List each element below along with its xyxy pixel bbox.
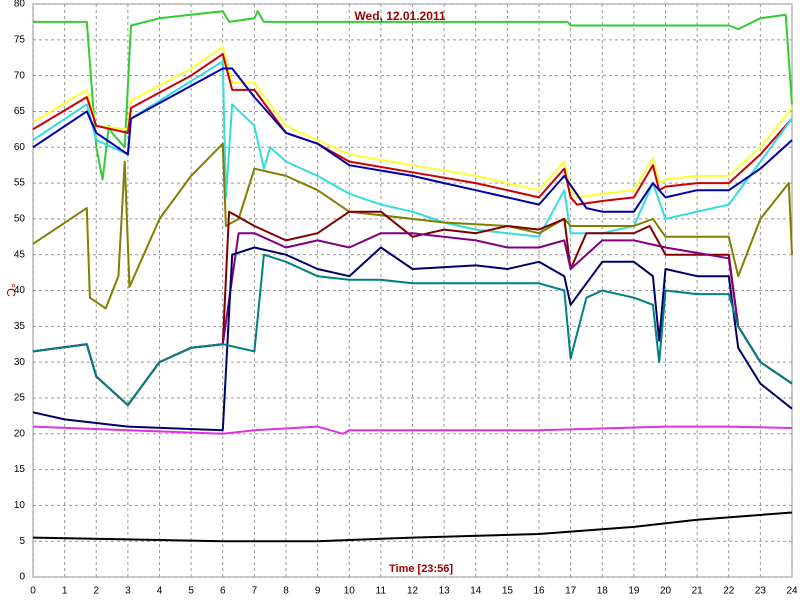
x-tick-label: 7 [252, 586, 258, 597]
x-tick-label: 3 [125, 586, 131, 597]
series-line [32, 53, 793, 206]
series-line [32, 67, 793, 213]
x-tick-label: 23 [755, 586, 767, 597]
y-tick-label: 10 [14, 500, 26, 511]
y-tick-label: 45 [14, 249, 26, 260]
y-tick-label: 40 [14, 285, 26, 296]
y-tick-label: 5 [19, 536, 25, 547]
y-tick-label: 75 [14, 34, 26, 45]
y-tick-label: 20 [14, 428, 26, 439]
x-tick-label: 10 [344, 586, 356, 597]
x-tick-label: 2 [93, 586, 99, 597]
x-tick-label: 22 [723, 586, 735, 597]
x-tick-label: 15 [502, 586, 514, 597]
series-line [32, 46, 793, 199]
series-line [32, 60, 793, 238]
series-line [32, 142, 793, 310]
y-tick-label: 50 [14, 214, 26, 225]
series-line [33, 10, 793, 181]
x-tick-label: 18 [597, 586, 609, 597]
x-tick-label: 19 [628, 586, 640, 597]
x-tick-label: 0 [30, 586, 36, 597]
x-tick-label: 21 [692, 586, 704, 597]
x-tick-label: 1 [62, 586, 68, 597]
series-line [32, 253, 793, 407]
y-axis-label: °C [4, 283, 18, 297]
x-tick-label: 13 [439, 586, 451, 597]
x-tick-label: 5 [188, 586, 194, 597]
x-tick-label: 14 [470, 586, 482, 597]
y-tick-label: 0 [19, 572, 25, 583]
chart-title: Wed, 12.01.2011 [354, 9, 446, 23]
y-tick-label: 15 [14, 464, 26, 475]
x-tick-label: 8 [283, 586, 289, 597]
y-tick-label: 25 [14, 393, 26, 404]
y-tick-label: 70 [14, 70, 26, 81]
x-tick-label: 24 [786, 586, 798, 597]
y-tick-label: 65 [14, 106, 26, 117]
y-tick-label: 55 [14, 178, 26, 189]
x-tick-label: 17 [565, 586, 577, 597]
series-line [32, 246, 793, 432]
x-tick-label: 9 [315, 586, 321, 597]
y-tick-label: 80 [14, 0, 26, 10]
x-tick-label: 11 [376, 586, 387, 597]
x-label-bg [386, 562, 456, 576]
lines [32, 10, 793, 543]
series-line [32, 425, 793, 435]
y-tick-label: 60 [14, 142, 26, 153]
x-axis-label: Time [23:56] [389, 563, 453, 575]
x-tick-label: 6 [220, 586, 226, 597]
y-tick-label: 30 [14, 357, 26, 368]
x-tick-label: 12 [407, 586, 419, 597]
x-tick-label: 4 [157, 586, 163, 597]
x-tick-label: 20 [660, 586, 672, 597]
series-line [32, 511, 793, 543]
y-tick-label: 35 [14, 321, 26, 332]
x-tick-label: 16 [533, 586, 545, 597]
